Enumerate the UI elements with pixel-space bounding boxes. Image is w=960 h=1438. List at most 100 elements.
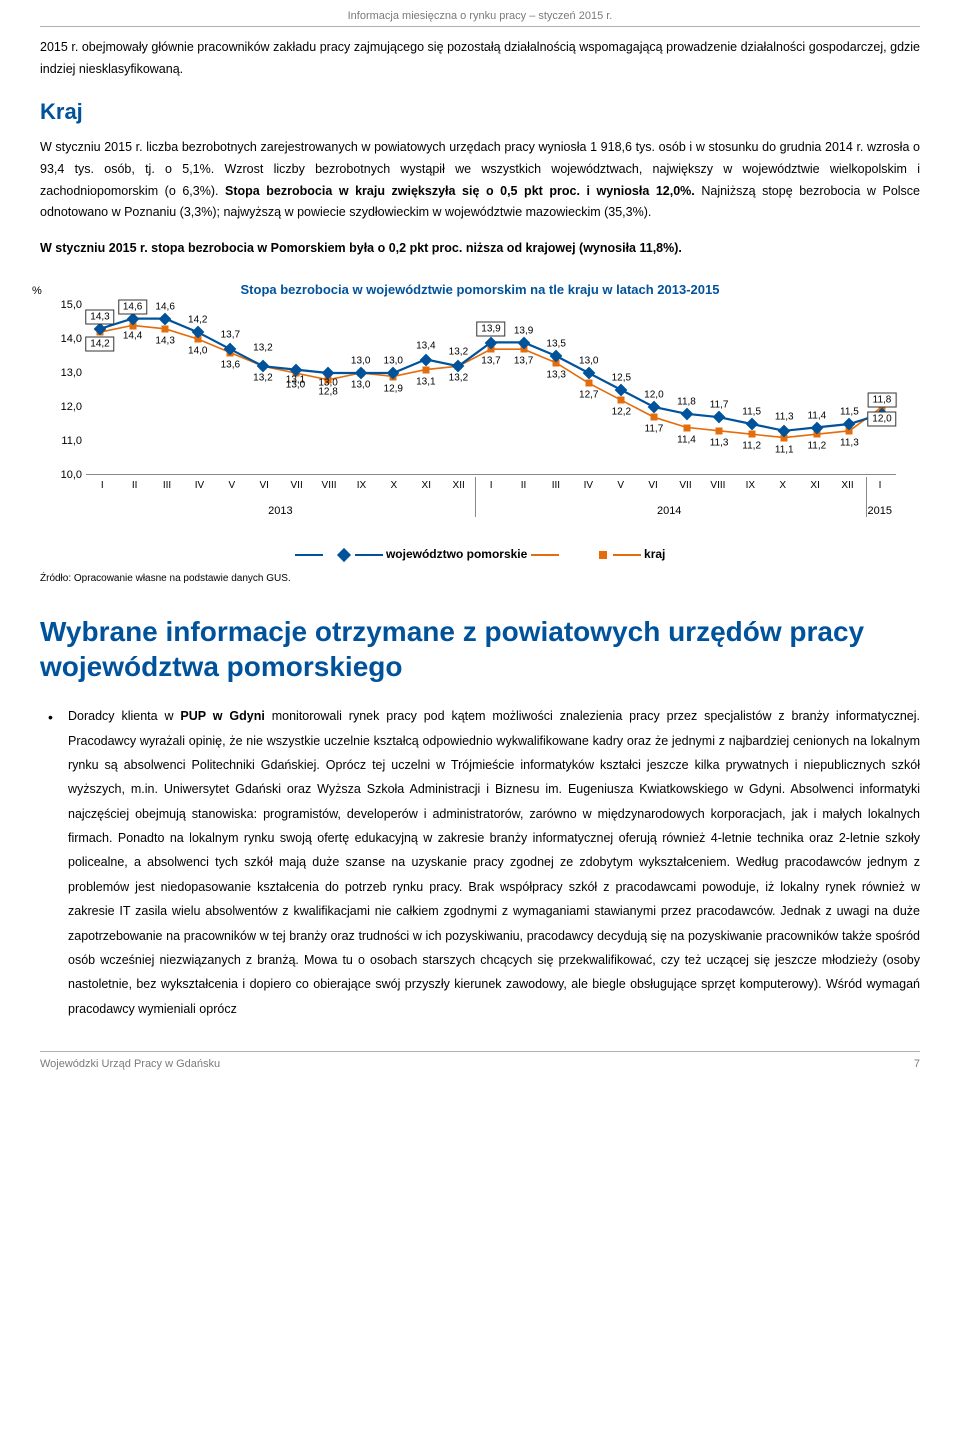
year-labels: 201320142015 xyxy=(86,505,896,517)
pomorskie-value-label: 12,5 xyxy=(612,373,631,384)
x-tick: VII xyxy=(669,480,701,491)
x-tick: X xyxy=(767,480,799,491)
x-tick: I xyxy=(864,480,896,491)
kraj-point xyxy=(585,380,592,387)
pomorskie-value-label: 14,2 xyxy=(188,315,207,326)
x-axis-labels: IIIIIIIVVVIVIIVIIIIXXXIXIIIIIIIIIVVVIVII… xyxy=(86,480,896,491)
legend-label-kraj: kraj xyxy=(644,547,665,561)
bullet-a: Doradcy klienta w xyxy=(68,709,180,723)
kraj-point xyxy=(683,424,690,431)
kraj-point xyxy=(618,397,625,404)
x-tick: IX xyxy=(345,480,377,491)
year-label: 2013 xyxy=(86,505,475,517)
kraj-point xyxy=(716,427,723,434)
y-tick: 14,0 xyxy=(50,333,82,345)
pomorskie-value-label: 13,9 xyxy=(514,325,533,336)
kraj-value-label: 11,2 xyxy=(807,441,826,452)
bullet-b: monitorowali rynek pracy pod kątem możli… xyxy=(68,709,920,1016)
pomorskie-value-label: 11,7 xyxy=(710,400,729,411)
legend-label-pomorskie: województwo pomorskie xyxy=(386,547,527,561)
legend-marker-pomorskie xyxy=(337,548,351,562)
kraj-value-label: 11,3 xyxy=(710,437,729,448)
x-tick: IV xyxy=(183,480,215,491)
legend-line-kraj xyxy=(531,554,559,556)
x-tick: III xyxy=(540,480,572,491)
kraj-value-label: 12,2 xyxy=(612,407,631,418)
x-tick: V xyxy=(216,480,248,491)
kraj-value-label: 13,7 xyxy=(481,356,500,367)
pomorskie-value-label: 13,7 xyxy=(221,330,240,341)
legend-marker-kraj xyxy=(599,551,607,559)
year-separator xyxy=(475,477,476,517)
pomorskie-value-label: 13,0 xyxy=(384,356,403,367)
bullet-item-gdynia: Doradcy klienta w PUP w Gdyni monitorowa… xyxy=(40,704,920,1021)
x-tick: II xyxy=(507,480,539,491)
page-header: Informacja miesięczna o rynku pracy – st… xyxy=(40,0,920,27)
y-tick: 12,0 xyxy=(50,401,82,413)
kraj-point xyxy=(748,431,755,438)
pomorskie-value-label: 13,0 xyxy=(318,378,337,389)
pomorskie-value-label: 11,4 xyxy=(807,410,826,421)
chart-title: Stopa bezrobocia w województwie pomorski… xyxy=(40,282,920,297)
pomorskie-value-label: 11,3 xyxy=(775,411,794,422)
x-tick: X xyxy=(378,480,410,491)
x-tick: III xyxy=(151,480,183,491)
x-tick: XII xyxy=(831,480,863,491)
x-tick: VII xyxy=(280,480,312,491)
pomorskie-value-label: 13,0 xyxy=(351,356,370,367)
pomorskie-value-label: 14,3 xyxy=(85,309,114,324)
kraj-paragraph-1: W styczniu 2015 r. liczba bezrobotnych z… xyxy=(40,137,920,225)
chart-plot: 14,214,414,314,013,613,213,012,813,012,9… xyxy=(86,305,896,475)
pomorskie-value-label: 13,1 xyxy=(286,374,305,385)
kraj-value-label: 11,1 xyxy=(775,444,794,455)
kraj-value-label: 11,2 xyxy=(742,441,761,452)
legend-line-kraj-2 xyxy=(613,554,641,556)
kraj-value-label: 13,2 xyxy=(449,373,468,384)
pomorskie-value-label: 12,0 xyxy=(644,390,663,401)
pomorskie-value-label: 11,5 xyxy=(840,407,859,418)
year-label: 2014 xyxy=(475,505,864,517)
footer-left: Wojewódzki Urząd Pracy w Gdańsku xyxy=(40,1058,220,1070)
kraj-value-label: 13,2 xyxy=(253,373,272,384)
pomorskie-value-label: 14,6 xyxy=(118,299,147,314)
y-tick: 13,0 xyxy=(50,367,82,379)
x-tick: VIII xyxy=(313,480,345,491)
x-tick: IV xyxy=(572,480,604,491)
section-title-wybrane: Wybrane informacje otrzymane z powiatowy… xyxy=(40,614,920,684)
kraj-value-label: 12,9 xyxy=(384,383,403,394)
kraj-value-label: 11,7 xyxy=(645,424,664,435)
kraj-value-label: 13,1 xyxy=(416,376,435,387)
chart-container: Stopa bezrobocia w województwie pomorski… xyxy=(40,282,920,561)
intro-paragraph: 2015 r. obejmowały głównie pracowników z… xyxy=(40,37,920,81)
kraj-paragraph-2: W styczniu 2015 r. stopa bezrobocia w Po… xyxy=(40,238,920,260)
kraj-value-label: 13,3 xyxy=(546,369,565,380)
kraj-value-label: 11,3 xyxy=(840,437,859,448)
kraj-value-label: 14,3 xyxy=(155,335,174,346)
chart-legend: województwo pomorskie kraj xyxy=(40,547,920,561)
footer-page-number: 7 xyxy=(914,1058,920,1070)
chart-area: % 14,214,414,314,013,613,213,012,813,012… xyxy=(50,305,910,505)
kraj-value-label: 12,7 xyxy=(579,390,598,401)
x-tick: I xyxy=(475,480,507,491)
kraj-value-label: 14,4 xyxy=(123,330,142,341)
y-axis-symbol: % xyxy=(32,285,42,297)
year-label: 2015 xyxy=(864,505,896,517)
kraj-value-label: 13,0 xyxy=(351,380,370,391)
page-footer: Wojewódzki Urząd Pracy w Gdańsku 7 xyxy=(40,1051,920,1090)
chart-source: Źródło: Opracowanie własne na podstawie … xyxy=(40,573,920,584)
bullet-list: Doradcy klienta w PUP w Gdyni monitorowa… xyxy=(40,704,920,1021)
kraj-point xyxy=(650,414,657,421)
pomorskie-value-label: 13,2 xyxy=(253,343,272,354)
y-tick: 11,0 xyxy=(50,435,82,447)
legend-line-pomorskie-2 xyxy=(355,554,383,556)
pomorskie-value-label: 11,8 xyxy=(677,396,696,407)
pomorskie-value-label: 13,2 xyxy=(449,347,468,358)
kraj-p1-b: Stopa bezrobocia w kraju zwiększyła się … xyxy=(225,184,695,198)
year-separator xyxy=(866,477,867,517)
kraj-value-label: 12,0 xyxy=(867,412,896,427)
y-tick: 10,0 xyxy=(50,469,82,481)
pomorskie-value-label: 13,0 xyxy=(579,356,598,367)
pomorskie-value-label: 13,5 xyxy=(546,339,565,350)
kraj-value-label: 13,6 xyxy=(221,359,240,370)
kraj-value-label: 14,2 xyxy=(85,337,114,352)
